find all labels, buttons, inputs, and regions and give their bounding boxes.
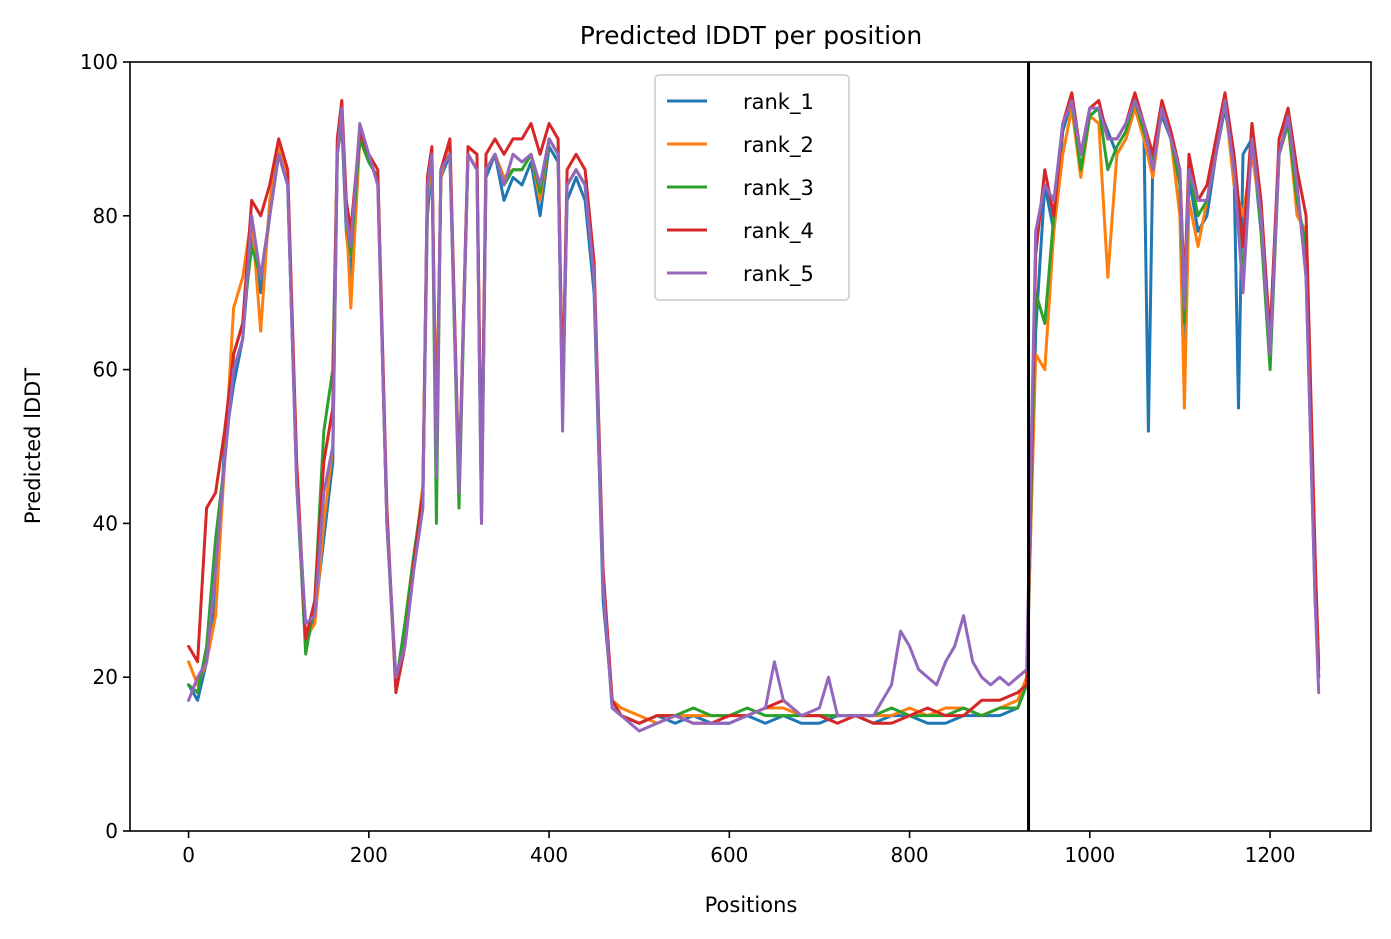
y-tick-label: 0 [105, 819, 118, 843]
axes-frame [129, 61, 1372, 832]
y-tick-label: 60 [93, 358, 118, 382]
x-tick-label: 0 [182, 843, 195, 867]
y-tick-label: 20 [93, 665, 118, 689]
plot-area: 0 200 400 600 800 1000 1200 0 20 40 60 80 100 [80, 50, 1372, 867]
chart-title: Predicted lDDT per position [580, 21, 922, 50]
x-tick-label: 400 [530, 843, 568, 867]
x-tick-label: 800 [890, 843, 928, 867]
y-axis-label: Predicted lDDT [21, 368, 45, 524]
x-tick-label: 1200 [1245, 843, 1296, 867]
y-tick-label: 100 [80, 50, 118, 74]
legend-label-rank-1: rank_1 [743, 90, 814, 115]
legend-label-rank-2: rank_2 [743, 133, 814, 158]
series-line-rank-5 [187, 99, 1321, 733]
x-tick-label: 200 [350, 843, 388, 867]
y-tick-label: 40 [93, 511, 118, 535]
y-tick-label: 80 [93, 204, 118, 228]
legend-label-rank-3: rank_3 [743, 176, 814, 201]
legend-box [654, 74, 850, 301]
legend-label-rank-4: rank_4 [743, 219, 814, 244]
x-axis-label: Positions [705, 893, 798, 917]
legend-label-rank-5: rank_5 [743, 262, 814, 287]
legend: rank_1 rank_2 rank_3 rank_4 rank_5 [654, 74, 850, 301]
x-tick-label: 1000 [1064, 843, 1115, 867]
x-tick-label: 600 [710, 843, 748, 867]
